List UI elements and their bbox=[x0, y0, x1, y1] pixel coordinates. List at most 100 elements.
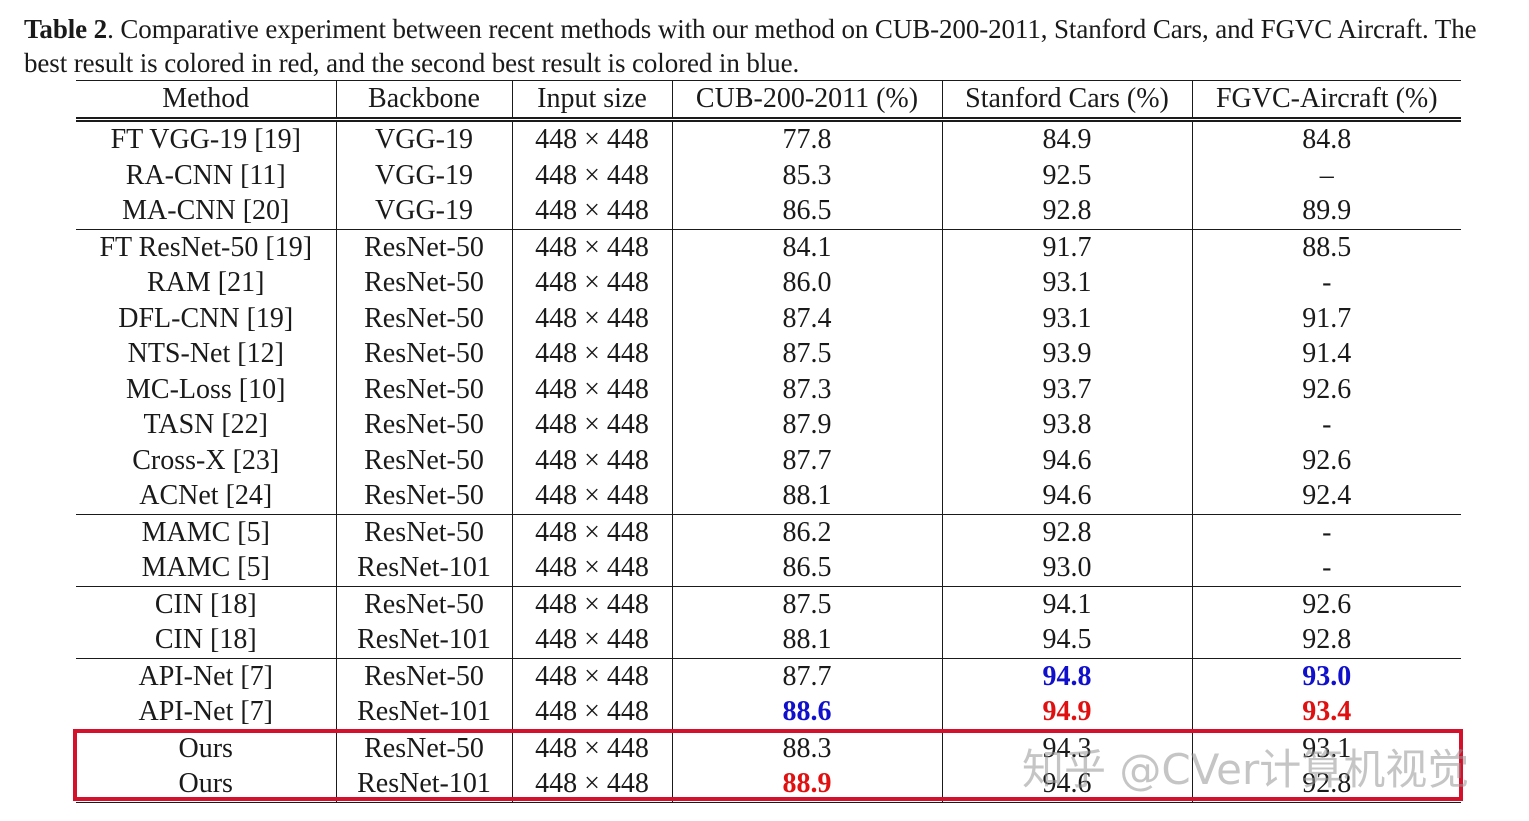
cub-cell: 87.5 bbox=[671, 585, 942, 622]
method-cell: MC-Loss [10] bbox=[126, 373, 286, 405]
method-cell: MAMC [5] bbox=[76, 513, 336, 550]
method-cell: RAM [21] bbox=[147, 267, 265, 298]
method-cell: API-Net [7] bbox=[138, 696, 274, 727]
cars-cell: 93.1 bbox=[941, 265, 1192, 301]
backbone-cell: ResNet-50 bbox=[335, 729, 512, 766]
input-size-cell: 448 × 448 bbox=[511, 766, 672, 803]
caption-text: . Comparative experiment between recent … bbox=[24, 14, 1477, 78]
table-row: MAMC [5] ResNet-50 448 × 448 86.2 92.8- bbox=[76, 513, 1461, 550]
method-cell: CIN [18] bbox=[76, 585, 336, 622]
method-cell: TASN [22] bbox=[143, 409, 269, 440]
method-cell: RA-CNN [11] bbox=[125, 159, 286, 191]
table-row: FT VGG-19 [19] VGG-19 448 × 448 77.8 84.9 84.… bbox=[76, 119, 1461, 158]
input-size-cell: 448 × 448 bbox=[511, 442, 672, 478]
input-size-cell: 448 × 448 bbox=[511, 119, 672, 158]
table-row: TASN [22] ResNet-50 448 × 448 87.9 93.8- bbox=[76, 407, 1461, 443]
table-row: CIN [18] ResNet-50 448 × 448 87.5 94.1 92.6 bbox=[76, 585, 1461, 622]
cars-cell: 93.9 bbox=[941, 336, 1192, 372]
header-input-size: Input size bbox=[511, 80, 672, 120]
cars-cell: 93.1 bbox=[941, 300, 1192, 336]
input-size-cell: 448 × 448 bbox=[511, 657, 672, 694]
backbone-cell: ResNet-50 bbox=[335, 336, 512, 372]
cub-cell: 86.5 bbox=[671, 550, 942, 586]
method-cell: CIN [18] bbox=[154, 624, 257, 655]
input-size-cell: 448 × 448 bbox=[511, 513, 672, 550]
aircraft-cell: 92.8 bbox=[1191, 622, 1461, 658]
aircraft-cell: 89.9 bbox=[1191, 193, 1461, 229]
cub-cell: 88.1 bbox=[671, 478, 942, 514]
table-header: Method Backbone Input size CUB-200-2011 … bbox=[76, 80, 1461, 120]
cub-cell: 88.9 bbox=[671, 766, 942, 803]
backbone-cell: VGG-19 bbox=[335, 157, 512, 193]
cars-cell: 94.5 bbox=[941, 622, 1192, 658]
header-row: Method Backbone Input size CUB-200-2011 … bbox=[76, 80, 1461, 120]
aircraft-cell: 92.8 bbox=[1191, 766, 1461, 803]
backbone-cell: ResNet-101 bbox=[335, 622, 512, 658]
input-size-cell: 448 × 448 bbox=[511, 478, 672, 514]
header-backbone: Backbone bbox=[335, 80, 512, 120]
method-cell: Ours bbox=[76, 766, 336, 803]
backbone-cell: ResNet-50 bbox=[335, 300, 512, 336]
table-row: CIN [18] ResNet-101 448 × 448 88.1 94.5 92.8 bbox=[76, 622, 1461, 658]
cars-cell: 92.8 bbox=[941, 513, 1192, 550]
backbone-cell: VGG-19 bbox=[335, 193, 512, 229]
aircraft-cell: 92.6 bbox=[1191, 585, 1461, 622]
cub-cell: 87.7 bbox=[671, 442, 942, 478]
backbone-cell: ResNet-50 bbox=[335, 228, 512, 265]
aircraft-cell: - bbox=[1191, 513, 1461, 550]
input-size-cell: 448 × 448 bbox=[511, 729, 672, 766]
cars-cell: 92.5 bbox=[941, 157, 1192, 193]
aircraft-cell: - bbox=[1191, 550, 1461, 586]
aircraft-cell: 93.0 bbox=[1191, 657, 1461, 694]
method-cell: ACNet [24] bbox=[139, 480, 273, 511]
aircraft-cell: 92.4 bbox=[1191, 478, 1461, 514]
cars-cell: 94.1 bbox=[941, 585, 1192, 622]
cub-cell: 87.3 bbox=[671, 371, 942, 407]
cars-cell: 93.0 bbox=[941, 550, 1192, 586]
table-row: Cross-X [23] ResNet-50 448 × 448 87.7 94.6 92… bbox=[76, 442, 1461, 478]
method-cell: NTS-Net [12] bbox=[127, 338, 284, 369]
cub-cell: 86.0 bbox=[671, 265, 942, 301]
table-row: Ours ResNet-101 448 × 448 88.9 94.6 92.8 bbox=[76, 766, 1461, 803]
cub-cell: 88.3 bbox=[671, 729, 942, 766]
aircraft-cell: 88.5 bbox=[1191, 228, 1461, 265]
input-size-cell: 448 × 448 bbox=[511, 407, 672, 443]
backbone-cell: ResNet-50 bbox=[335, 478, 512, 514]
method-cell: FT VGG-19 [19] bbox=[110, 124, 301, 155]
backbone-cell: ResNet-50 bbox=[335, 657, 512, 694]
cars-cell: 94.6 bbox=[941, 442, 1192, 478]
cars-cell: 94.3 bbox=[941, 729, 1192, 766]
input-size-cell: 448 × 448 bbox=[511, 228, 672, 265]
input-size-cell: 448 × 448 bbox=[511, 694, 672, 730]
cub-cell: 86.5 bbox=[671, 193, 942, 229]
input-size-cell: 448 × 448 bbox=[511, 371, 672, 407]
table-row: DFL-CNN [19] ResNet-50 448 × 448 87.4 93.1 91… bbox=[76, 300, 1461, 336]
method-cell: API-Net [7] bbox=[76, 657, 336, 694]
backbone-cell: ResNet-50 bbox=[335, 371, 512, 407]
method-cell: DFL-CNN [19] bbox=[118, 302, 294, 334]
backbone-cell: ResNet-50 bbox=[335, 513, 512, 550]
input-size-cell: 448 × 448 bbox=[511, 622, 672, 658]
table-label: Table 2 bbox=[24, 14, 108, 44]
cars-cell: 91.7 bbox=[941, 228, 1192, 265]
cub-cell: 87.7 bbox=[671, 657, 942, 694]
cars-cell: 94.9 bbox=[941, 694, 1192, 730]
cub-cell: 88.1 bbox=[671, 622, 942, 658]
method-cell: FT ResNet-50 [19] bbox=[76, 228, 336, 265]
header-method: Method bbox=[76, 80, 336, 120]
table-row: MAMC [5] ResNet-101 448 × 448 86.5 93.0- bbox=[76, 550, 1461, 586]
aircraft-cell: 91.7 bbox=[1191, 300, 1461, 336]
cars-cell: 84.9 bbox=[941, 119, 1192, 158]
aircraft-cell: 84.8 bbox=[1191, 119, 1461, 158]
cub-cell: 85.3 bbox=[671, 157, 942, 193]
cub-cell: 84.1 bbox=[671, 228, 942, 265]
cars-cell: 92.8 bbox=[941, 193, 1192, 229]
input-size-cell: 448 × 448 bbox=[511, 157, 672, 193]
aircraft-cell: 93.1 bbox=[1191, 729, 1461, 766]
method-cell: MAMC [5] bbox=[141, 552, 270, 583]
table-row: MA-CNN [20] VGG-19 448 × 448 86.5 92.8 89.9 bbox=[76, 193, 1461, 229]
table-row: FT ResNet-50 [19] ResNet-50 448 × 448 84.1 9… bbox=[76, 228, 1461, 265]
table-row: API-Net [7] ResNet-50 448 × 448 87.7 94.8 93.… bbox=[76, 657, 1461, 694]
watermark: 知乎 @CVer计算机视觉 bbox=[1022, 745, 1470, 794]
aircraft-cell: 92.6 bbox=[1191, 442, 1461, 478]
